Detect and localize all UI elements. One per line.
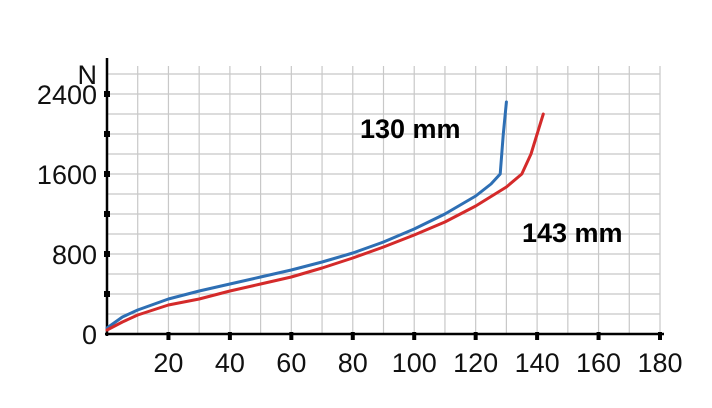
x-tick-label: 140	[515, 348, 560, 378]
y-tick-label: 800	[52, 240, 97, 270]
x-axis-tick	[289, 332, 294, 340]
y-axis-tick	[104, 251, 110, 257]
x-tick-label: 20	[153, 348, 183, 378]
y-axis-tick	[104, 91, 110, 97]
x-axis-tick	[227, 332, 232, 340]
x-tick-label: 60	[276, 348, 306, 378]
y-axis-tick	[104, 211, 110, 217]
axes	[104, 58, 664, 340]
series-layer	[105, 100, 545, 332]
x-axis-tick	[658, 332, 662, 340]
x-tick-label: 180	[637, 348, 682, 378]
y-tick-label: 1600	[37, 160, 97, 190]
y-axis-tick	[104, 171, 110, 177]
x-axis-tick	[473, 332, 478, 340]
x-axis-tick	[412, 332, 417, 340]
annotation-143mm: 143 mm	[522, 218, 623, 248]
grid	[107, 66, 661, 334]
y-axis-tick	[104, 291, 110, 297]
series-line-143mm	[105, 112, 545, 332]
x-tick-label: 40	[215, 348, 245, 378]
y-tick-label: 2400	[37, 80, 97, 110]
y-axis-tick	[104, 131, 110, 137]
y-axis-unit-label: N	[78, 60, 98, 90]
x-tick-label: 120	[453, 348, 498, 378]
x-tick-label: 160	[576, 348, 621, 378]
annotation-130mm: 130 mm	[360, 114, 461, 144]
x-tick-label: 100	[392, 348, 437, 378]
y-tick-label: 0	[82, 320, 97, 350]
x-axis-tick	[596, 332, 601, 340]
x-tick-label: 80	[338, 348, 368, 378]
x-axis-tick	[166, 332, 171, 340]
x-axis-tick	[350, 332, 355, 340]
x-axis-tick	[535, 332, 540, 340]
series-line-130mm	[105, 100, 508, 330]
